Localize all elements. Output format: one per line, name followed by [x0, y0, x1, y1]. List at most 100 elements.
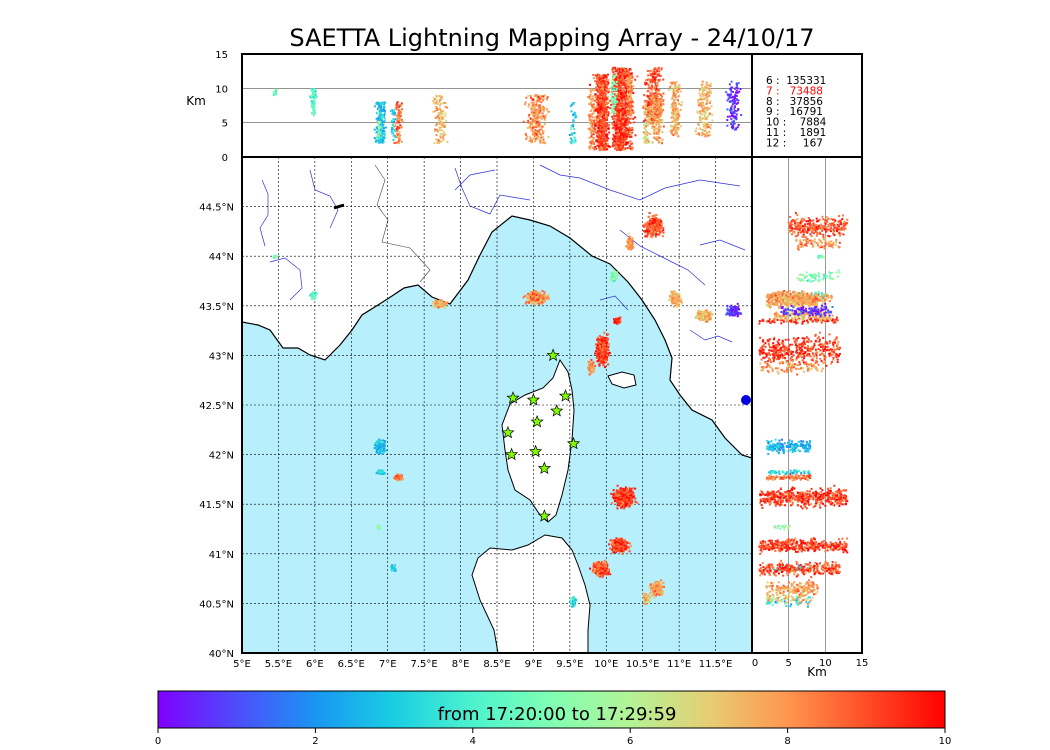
altitude-point	[647, 111, 650, 114]
altitude-point	[435, 107, 438, 110]
altitude-point	[440, 96, 443, 99]
altitude-point	[536, 104, 539, 107]
altitude-point	[645, 122, 648, 125]
altitude-point	[591, 129, 594, 132]
altitude-point	[588, 122, 591, 125]
altitude-point	[445, 119, 448, 122]
altitude-point	[705, 124, 708, 127]
altitude-point	[534, 140, 537, 143]
altitude-point	[624, 101, 627, 104]
map-point	[398, 477, 401, 480]
altitude-point	[392, 138, 395, 141]
altitude-point	[593, 110, 596, 113]
altitude-point	[654, 84, 657, 87]
map-point	[533, 301, 536, 304]
altitude-point	[542, 138, 545, 141]
altitude-point	[732, 111, 735, 114]
altitude-point	[312, 107, 315, 110]
altitude-point	[619, 76, 622, 79]
altitude-point	[400, 108, 403, 111]
map-point	[596, 338, 599, 341]
map-point	[541, 289, 544, 292]
altitude-point	[648, 114, 651, 117]
altitude-point	[534, 119, 537, 122]
altitude-point	[528, 113, 531, 116]
altitude-point	[597, 103, 600, 106]
altitude-point	[442, 117, 445, 120]
altitude-point	[701, 118, 704, 121]
altitude-point	[658, 122, 661, 125]
altitude-point	[673, 103, 676, 106]
altitude-point	[647, 108, 650, 111]
altitude-point	[730, 107, 733, 110]
altitude-point	[392, 121, 395, 124]
altitude-point	[626, 97, 629, 100]
altitude-point	[617, 111, 620, 114]
altitude-point	[532, 119, 535, 122]
altitude-point	[657, 132, 660, 135]
altitude-point	[650, 117, 653, 120]
altitude-point	[442, 134, 445, 137]
map-point	[525, 301, 528, 304]
altitude-point	[377, 127, 380, 130]
altitude-point	[615, 111, 618, 114]
altitude-point	[651, 102, 654, 105]
altitude-point	[398, 136, 401, 139]
altitude-point	[617, 133, 620, 136]
altitude-point	[531, 105, 534, 108]
altitude-point	[704, 116, 707, 119]
altitude-point	[378, 113, 381, 116]
altitude-point	[652, 99, 655, 102]
altitude-point	[676, 89, 679, 92]
altitude-point	[619, 89, 622, 92]
altitude-point	[736, 126, 739, 129]
altitude-point	[701, 129, 704, 132]
altitude-point	[313, 106, 316, 109]
altitude-point	[621, 73, 624, 76]
altitude-point	[435, 116, 438, 119]
altitude-point	[596, 73, 599, 76]
altitude-point	[600, 124, 603, 127]
altitude-point	[629, 140, 632, 143]
altitude-point	[438, 95, 441, 98]
map-point	[546, 297, 549, 300]
altitude-point	[380, 130, 383, 133]
map-point	[602, 353, 605, 356]
altitude-point	[391, 123, 394, 126]
altitude-point	[649, 94, 652, 97]
altitude-point	[625, 91, 628, 94]
altitude-point	[703, 114, 706, 117]
altitude-point	[598, 94, 601, 97]
altitude-point	[598, 134, 601, 137]
altitude-point	[611, 93, 614, 96]
altitude-point	[619, 80, 622, 83]
map-point	[600, 351, 603, 354]
altitude-point	[676, 107, 679, 110]
altitude-point	[598, 149, 601, 152]
altitude-point	[617, 114, 620, 117]
altitude-point	[678, 86, 681, 89]
altitude-point	[376, 107, 379, 110]
altitude-point	[441, 125, 444, 128]
altitude-point	[725, 91, 728, 94]
altitude-point	[529, 136, 532, 139]
altitude-point	[701, 113, 704, 116]
altitude-point	[648, 103, 651, 106]
map-point	[604, 357, 607, 360]
altitude-point	[654, 112, 657, 115]
altitude-point	[599, 140, 602, 143]
altitude-point	[646, 137, 649, 140]
map-point	[599, 348, 602, 351]
map-point	[400, 474, 403, 477]
altitude-point	[539, 141, 542, 144]
map-point	[374, 442, 377, 445]
altitude-point	[697, 99, 700, 102]
map-point	[571, 601, 574, 604]
altitude-point	[588, 116, 591, 119]
altitude-point	[645, 125, 648, 128]
map-point	[524, 294, 527, 297]
altitude-point	[711, 119, 714, 122]
altitude-point	[619, 122, 622, 125]
altitude-point	[621, 110, 624, 113]
map-point	[598, 363, 601, 366]
